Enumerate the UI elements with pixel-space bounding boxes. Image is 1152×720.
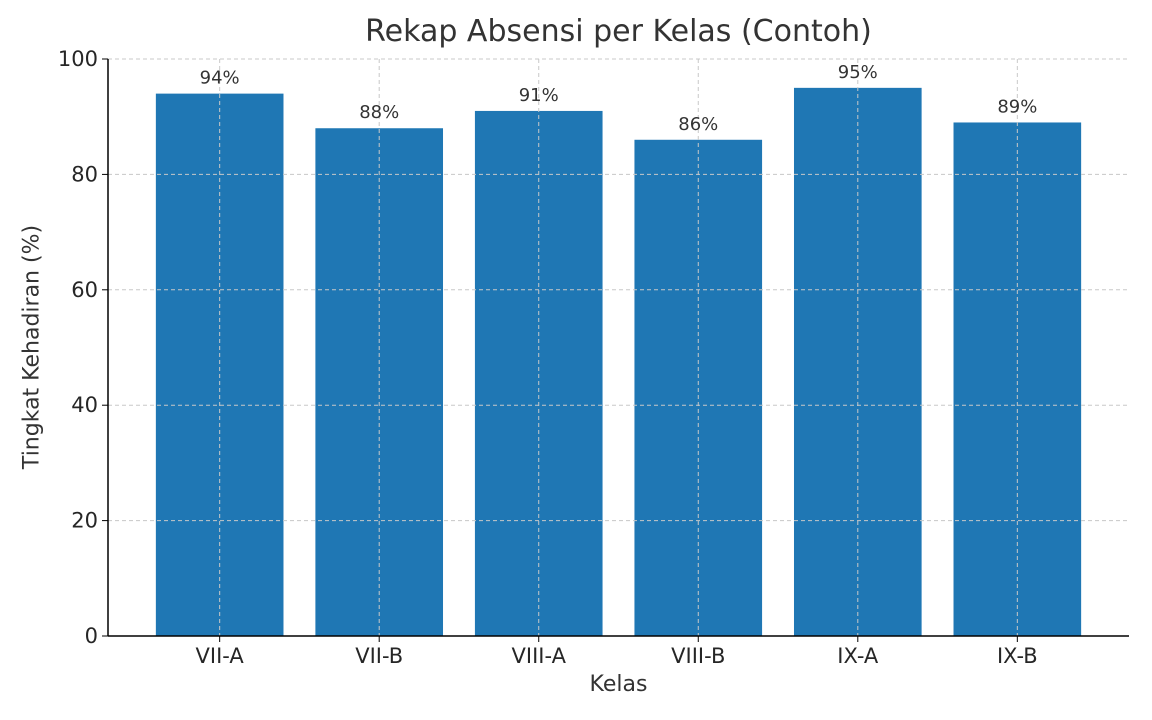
- x-tick-label: VIII-A: [512, 644, 567, 668]
- x-tick-label: VII-A: [196, 644, 245, 668]
- bar-viii-a: [474, 110, 603, 637]
- x-axis-label: Kelas: [589, 672, 648, 697]
- x-tick-label: VII-B: [355, 644, 403, 668]
- data-label: 88%: [359, 102, 399, 123]
- data-label: 91%: [519, 85, 559, 106]
- y-tick-label: 60: [71, 278, 98, 302]
- y-tick-label: 0: [85, 624, 98, 648]
- y-axis-label: Tingkat Kehadiran (%): [19, 224, 45, 470]
- y-tick-label: 20: [71, 509, 98, 533]
- data-label: 86%: [678, 114, 718, 135]
- grid-lines: [108, 58, 1129, 636]
- data-label: 94%: [200, 68, 240, 89]
- bars: [155, 87, 1082, 637]
- data-label: 95%: [838, 62, 878, 83]
- x-tick-label: IX-A: [837, 644, 879, 668]
- axes: [102, 58, 1129, 642]
- chart-title: Rekap Absensi per Kelas (Contoh): [365, 14, 872, 49]
- labels: 94% VII-A 88% VII-B 91% VIII-A 86% VIII-B 95% IX-…: [58, 47, 1038, 668]
- y-tick-label: 40: [71, 393, 98, 417]
- y-tick-label: 100: [58, 47, 98, 71]
- x-tick-label: VIII-B: [671, 644, 725, 668]
- y-tick-label: 80: [71, 162, 98, 186]
- data-label: 89%: [997, 96, 1037, 117]
- x-tick-label: IX-B: [997, 644, 1038, 668]
